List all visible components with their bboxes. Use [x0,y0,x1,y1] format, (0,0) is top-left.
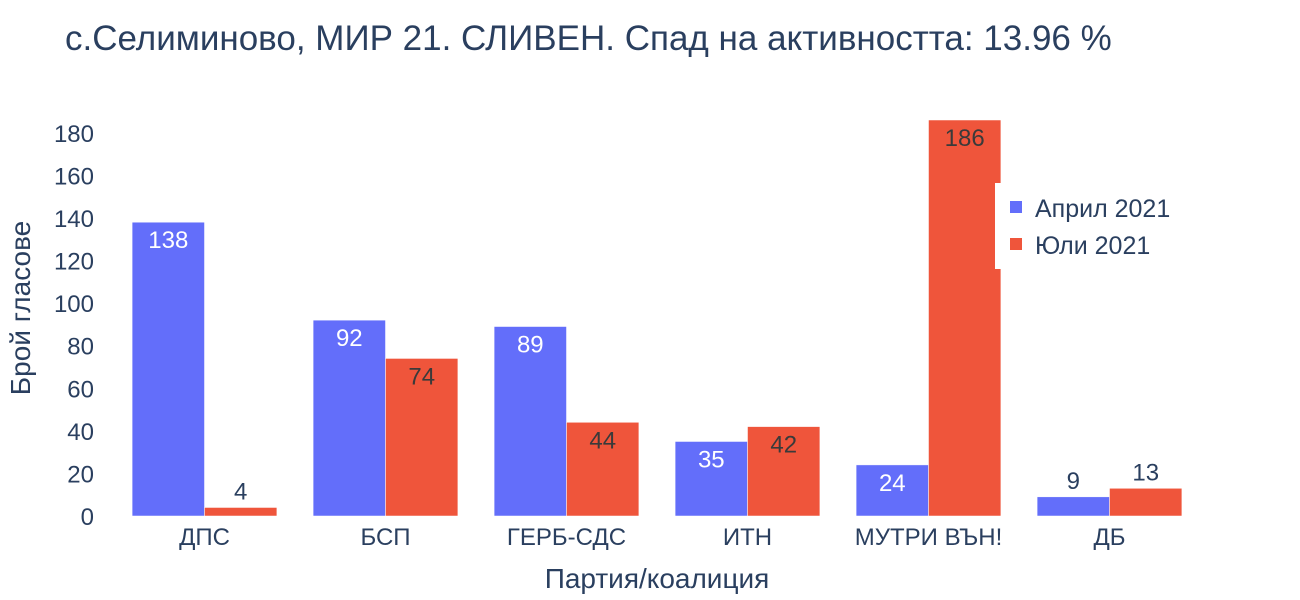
y-tick-label: 120 [54,249,94,276]
bar-value-label: 4 [234,478,247,505]
legend-swatch [1010,238,1022,250]
bar [385,358,459,517]
x-tick-label: ИТН [723,524,772,551]
bar [566,422,640,517]
bar-value-label: 89 [517,332,544,359]
legend-label: Април 2021 [1035,195,1170,223]
legend: Април 2021 Юли 2021 [995,183,1185,269]
y-tick-label: 20 [67,461,94,488]
bar-value-label: 186 [945,125,985,152]
y-tick-label: 80 [67,334,94,361]
x-tick-label: ДПС [179,524,230,551]
y-tick-label: 60 [67,376,94,403]
bar-value-label: 35 [698,446,725,473]
x-axis-title: Партия/коалиция [545,563,770,594]
bar-value-label: 24 [879,470,906,497]
y-tick-label: 160 [54,163,94,190]
bar [1109,488,1183,517]
bar [204,507,278,517]
bar [855,464,929,517]
legend-label: Юли 2021 [1035,232,1150,260]
bar-value-label: 138 [148,227,188,254]
bar [674,441,748,517]
bars [131,119,1183,517]
y-axis-title: Брой гласове [5,221,36,395]
chart-title: с.Селиминово, МИР 21. СЛИВЕН. Спад на ак… [65,19,1112,58]
x-tick-label: ДБ [1093,524,1125,551]
y-tick-label: 140 [54,206,94,233]
bar-value-label: 9 [1067,468,1080,495]
bar-value-label: 42 [770,432,797,459]
bar [928,119,1002,517]
legend-background [995,183,1185,269]
bar [747,426,821,517]
bar-value-label: 44 [589,427,616,454]
bar [1036,496,1110,517]
x-tick-label: ГЕРБ-СДС [507,524,626,551]
y-tick-label: 180 [54,121,94,148]
x-tick-label: МУТРИ ВЪН! [855,524,1002,551]
y-tick-label: 100 [54,291,94,318]
bar-labels: 138 4 92 74 89 44 35 42 24 186 9 13 [148,125,1159,505]
bar-value-label: 13 [1132,459,1159,486]
x-axis-ticks: ДПС БСП ГЕРБ-СДС ИТН МУТРИ ВЪН! ДБ [179,524,1125,551]
y-tick-label: 0 [81,504,94,531]
bar [312,319,386,517]
bar [493,326,567,517]
bar [131,221,205,517]
legend-swatch [1010,201,1022,213]
bar-value-label: 74 [408,363,435,390]
bar-value-label: 92 [336,325,363,352]
y-tick-label: 40 [67,419,94,446]
x-tick-label: БСП [360,524,410,551]
y-axis-ticks: 0 20 40 60 80 100 120 140 160 180 [54,121,94,531]
